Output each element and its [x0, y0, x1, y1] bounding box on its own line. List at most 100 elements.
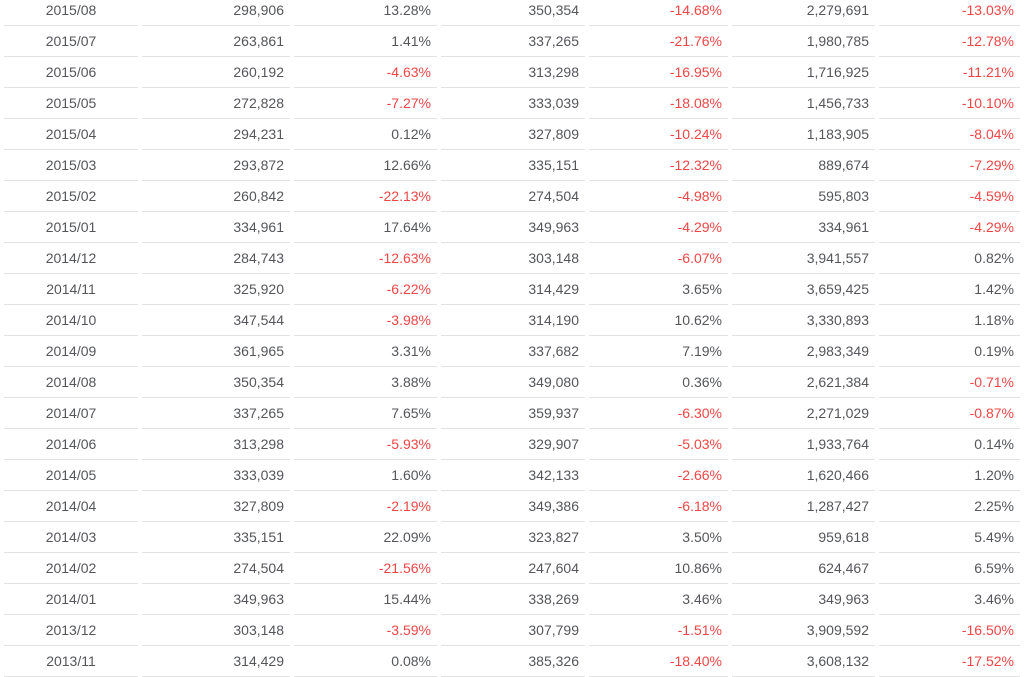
percent-cell: 3.50% [589, 522, 728, 553]
table-row: 2014/07 337,265 7.65% 359,937 -6.30% 2,271,02… [4, 398, 1020, 429]
percent-cell: 0.82% [879, 243, 1020, 274]
value-cell: 334,961 [142, 212, 290, 243]
percent-cell: -0.71% [879, 367, 1020, 398]
value-cell: 338,269 [441, 584, 585, 615]
percent-cell: 7.19% [589, 336, 728, 367]
value-cell: 337,265 [441, 26, 585, 57]
percent-cell: 0.14% [879, 429, 1020, 460]
value-cell: 1,980,785 [732, 26, 875, 57]
table-row: 2015/01 334,961 17.64% 349,963 -4.29% 334,961… [4, 212, 1020, 243]
table-row: 2014/08 350,354 3.88% 349,080 0.36% 2,621,384… [4, 367, 1020, 398]
table-row: 2013/11 314,429 0.08% 385,326 -18.40% 3,608,1… [4, 646, 1020, 677]
month-cell: 2014/08 [4, 367, 138, 398]
percent-cell: -4.29% [879, 212, 1020, 243]
month-cell: 2014/04 [4, 491, 138, 522]
value-cell: 314,429 [142, 646, 290, 677]
value-cell: 303,148 [441, 243, 585, 274]
percent-cell: 10.86% [589, 553, 728, 584]
percent-cell: -4.29% [589, 212, 728, 243]
month-cell: 2015/01 [4, 212, 138, 243]
percent-cell: 7.65% [294, 398, 437, 429]
month-cell: 2015/08 [4, 0, 138, 26]
table-row: 2014/11 325,920 -6.22% 314,429 3.65% 3,659,42… [4, 274, 1020, 305]
table-row: 2014/05 333,039 1.60% 342,133 -2.66% 1,620,46… [4, 460, 1020, 491]
value-cell: 3,330,893 [732, 305, 875, 336]
month-cell: 2015/06 [4, 57, 138, 88]
percent-cell: -1.51% [589, 615, 728, 646]
month-cell: 2014/01 [4, 584, 138, 615]
percent-cell: -14.68% [589, 0, 728, 26]
table-row: 2014/03 335,151 22.09% 323,827 3.50% 959,618 5… [4, 522, 1020, 553]
percent-cell: -12.63% [294, 243, 437, 274]
month-cell: 2014/06 [4, 429, 138, 460]
table-row: 2014/10 347,544 -3.98% 314,190 10.62% 3,330,8… [4, 305, 1020, 336]
month-cell: 2014/02 [4, 553, 138, 584]
percent-cell: -4.59% [879, 181, 1020, 212]
percent-cell: -12.32% [589, 150, 728, 181]
value-cell: 350,354 [142, 367, 290, 398]
percent-cell: -21.76% [589, 26, 728, 57]
percent-cell: -3.98% [294, 305, 437, 336]
percent-cell: -7.29% [879, 150, 1020, 181]
value-cell: 361,965 [142, 336, 290, 367]
percent-cell: 3.65% [589, 274, 728, 305]
value-cell: 349,963 [142, 584, 290, 615]
value-cell: 1,287,427 [732, 491, 875, 522]
percent-cell: -17.52% [879, 646, 1020, 677]
value-cell: 263,861 [142, 26, 290, 57]
value-cell: 314,429 [441, 274, 585, 305]
table-row: 2015/03 293,872 12.66% 335,151 -12.32% 889,67… [4, 150, 1020, 181]
value-cell: 2,983,349 [732, 336, 875, 367]
percent-cell: 6.59% [879, 553, 1020, 584]
value-cell: 294,231 [142, 119, 290, 150]
value-cell: 1,620,466 [732, 460, 875, 491]
value-cell: 274,504 [441, 181, 585, 212]
value-cell: 314,190 [441, 305, 585, 336]
percent-cell: -3.59% [294, 615, 437, 646]
percent-cell: -22.13% [294, 181, 437, 212]
percent-cell: 22.09% [294, 522, 437, 553]
month-cell: 2013/12 [4, 615, 138, 646]
value-cell: 298,906 [142, 0, 290, 26]
table-row: 2015/08 298,906 13.28% 350,354 -14.68% 2,279,… [4, 0, 1020, 26]
value-cell: 260,842 [142, 181, 290, 212]
table-row: 2014/06 313,298 -5.93% 329,907 -5.03% 1,933,7… [4, 429, 1020, 460]
value-cell: 350,354 [441, 0, 585, 26]
value-cell: 3,909,592 [732, 615, 875, 646]
value-cell: 333,039 [142, 460, 290, 491]
value-cell: 260,192 [142, 57, 290, 88]
percent-cell: -2.19% [294, 491, 437, 522]
month-cell: 2014/05 [4, 460, 138, 491]
value-cell: 327,809 [142, 491, 290, 522]
value-cell: 274,504 [142, 553, 290, 584]
table-row: 2013/12 303,148 -3.59% 307,799 -1.51% 3,909,5… [4, 615, 1020, 646]
percent-cell: -13.03% [879, 0, 1020, 26]
month-cell: 2014/10 [4, 305, 138, 336]
value-cell: 337,265 [142, 398, 290, 429]
percent-cell: -4.98% [589, 181, 728, 212]
value-cell: 334,961 [732, 212, 875, 243]
value-cell: 349,963 [441, 212, 585, 243]
percent-cell: 1.42% [879, 274, 1020, 305]
table-row: 2014/02 274,504 -21.56% 247,604 10.86% 624,46… [4, 553, 1020, 584]
percent-cell: 0.08% [294, 646, 437, 677]
percent-cell: -10.10% [879, 88, 1020, 119]
value-cell: 959,618 [732, 522, 875, 553]
month-cell: 2015/05 [4, 88, 138, 119]
value-cell: 1,716,925 [732, 57, 875, 88]
value-cell: 1,456,733 [732, 88, 875, 119]
percent-cell: -6.22% [294, 274, 437, 305]
percent-cell: 2.25% [879, 491, 1020, 522]
table-row: 2014/01 349,963 15.44% 338,269 3.46% 349,963 3… [4, 584, 1020, 615]
month-cell: 2015/07 [4, 26, 138, 57]
value-cell: 335,151 [441, 150, 585, 181]
table-row: 2014/09 361,965 3.31% 337,682 7.19% 2,983,349… [4, 336, 1020, 367]
value-cell: 323,827 [441, 522, 585, 553]
percent-cell: 10.62% [589, 305, 728, 336]
value-cell: 325,920 [142, 274, 290, 305]
table-body: 2015/08 298,906 13.28% 350,354 -14.68% 2,279,… [4, 0, 1020, 677]
value-cell: 349,386 [441, 491, 585, 522]
percent-cell: 3.88% [294, 367, 437, 398]
percent-cell: -6.30% [589, 398, 728, 429]
value-cell: 2,621,384 [732, 367, 875, 398]
